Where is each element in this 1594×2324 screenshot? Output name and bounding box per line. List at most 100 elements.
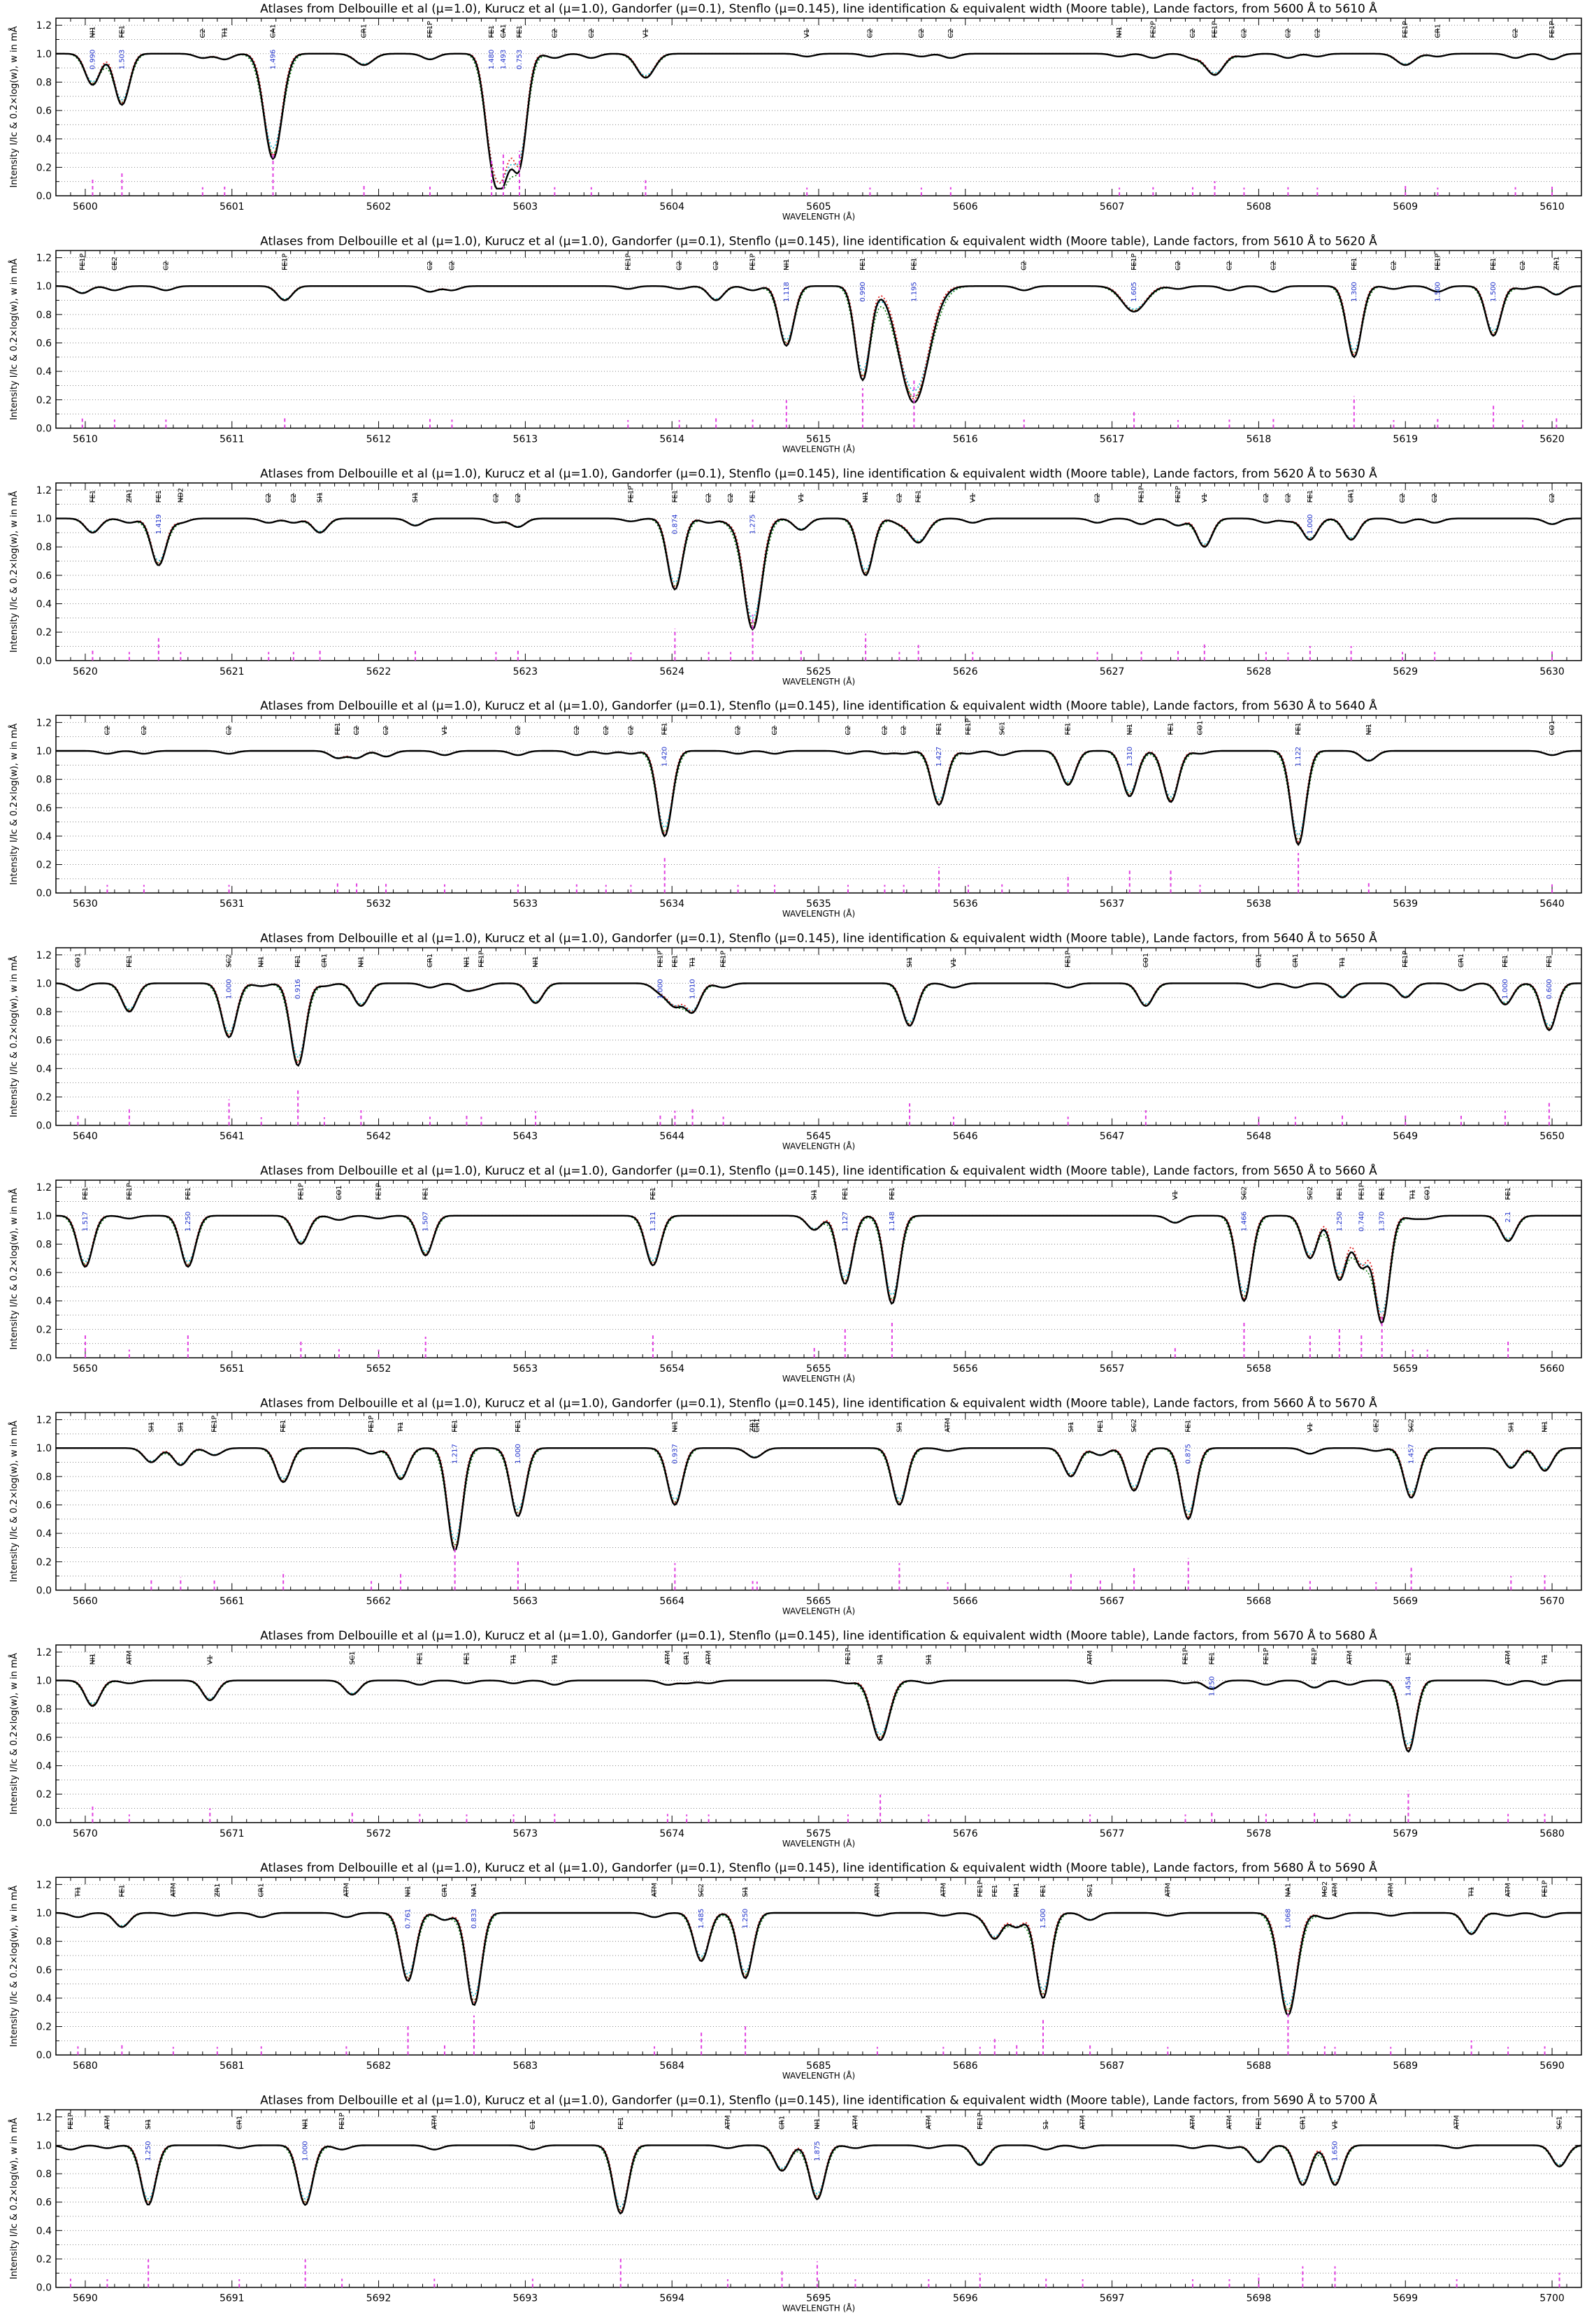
y-axis-label: Intensity I/Ic & 0.2×log(w), w in mÅ — [8, 1188, 20, 1349]
y-tick-label: 0.0 — [36, 1585, 52, 1596]
x-tick-label: 5660 — [1539, 1363, 1565, 1375]
line-id-label: CR1 — [258, 1883, 266, 1897]
equivalent-width-label: 1.427 — [935, 747, 943, 767]
line-id-label: C2 — [712, 261, 720, 270]
x-tick-label: 5628 — [1247, 666, 1272, 677]
x-tick-label: 5602 — [366, 201, 392, 213]
line-id-label: FE1P — [965, 718, 972, 735]
line-id-label: V1 — [206, 1656, 214, 1665]
line-id-label: C2 — [1284, 29, 1292, 38]
x-tick-label: 5629 — [1393, 666, 1418, 677]
x-tick-label: 5626 — [953, 666, 978, 677]
y-tick-label: 0.4 — [36, 599, 52, 610]
y-tick-label: 1.0 — [36, 1443, 52, 1454]
x-tick-label: 5650 — [1539, 1131, 1565, 1142]
equivalent-width-label: 1.217 — [452, 1444, 459, 1464]
x-tick-label: 5672 — [366, 1828, 392, 1839]
x-axis-label: WAVELENGTH (Å) — [782, 1373, 855, 1384]
line-id-label: NI1 — [89, 27, 96, 38]
y-tick-label: 1.0 — [36, 281, 52, 292]
equivalent-width-label: 1.000 — [1307, 515, 1314, 535]
line-id-label: FE1P — [977, 2113, 984, 2130]
line-id-label: C2 — [226, 726, 234, 735]
x-tick-label: 5636 — [953, 898, 978, 910]
x-tick-label: 5605 — [806, 201, 831, 213]
x-tick-label: 5620 — [1539, 433, 1565, 445]
equivalent-width-label: 0.990 — [859, 282, 867, 302]
line-id-label: NI1 — [783, 259, 791, 271]
y-tick-label: 0.4 — [36, 2225, 52, 2237]
x-tick-label: 5652 — [366, 1363, 392, 1375]
x-tick-label: 5638 — [1247, 898, 1272, 910]
line-id-label: V1 — [798, 494, 805, 503]
line-id-label: C2 — [515, 726, 522, 735]
line-id-label: SC1 — [349, 1651, 357, 1665]
line-id-label: C2 — [900, 726, 908, 735]
x-tick-label: 5659 — [1393, 1363, 1418, 1375]
line-id-label: V1 — [950, 959, 958, 968]
delbouille-spectrum-line — [56, 1911, 1581, 2017]
y-tick-label: 0.6 — [36, 2197, 52, 2209]
y-tick-label: 1.2 — [36, 717, 52, 729]
equivalent-width-label: 1.480 — [488, 50, 496, 70]
y-tick-label: 0.4 — [36, 831, 52, 842]
equivalent-width-label: 1.000 — [656, 979, 664, 999]
y-tick-label: 0.0 — [36, 656, 52, 667]
plot-frame — [55, 1179, 1582, 1358]
x-axis-label: WAVELENGTH (Å) — [782, 2303, 855, 2314]
line-id-label: ATM — [940, 1883, 947, 1898]
x-tick-label: 5689 — [1393, 2060, 1418, 2072]
line-id-label: NI1 — [862, 491, 870, 503]
x-tick-label: 5679 — [1393, 1828, 1418, 1839]
line-id-label: TI1 — [689, 957, 697, 968]
x-axis-label: WAVELENGTH (Å) — [782, 2070, 855, 2081]
equivalent-width-label: 0.740 — [1358, 1212, 1365, 1232]
line-id-label: MO2 — [1321, 1881, 1329, 1898]
line-id-label: C2 — [771, 726, 779, 735]
x-tick-label: 5664 — [659, 1595, 684, 1607]
line-id-label: TI1 — [221, 27, 229, 38]
x-tick-label: 5612 — [366, 433, 392, 445]
panel-3: Atlases from Delbouille et al (μ=1.0), K… — [8, 466, 1582, 687]
equivalent-width-label: 0.937 — [671, 1444, 679, 1464]
delbouille-spectrum-line — [55, 2144, 1582, 2215]
x-tick-label: 5630 — [1539, 666, 1565, 677]
equivalent-width-label: 1.195 — [910, 282, 918, 302]
y-tick-label: 0.8 — [36, 310, 52, 321]
x-axis-label: WAVELENGTH (Å) — [782, 908, 855, 919]
line-id-label: NI1 — [1365, 724, 1373, 736]
x-tick-label: 5649 — [1393, 1131, 1418, 1142]
x-tick-label: 5601 — [220, 201, 245, 213]
line-id-label: C2 — [290, 494, 298, 503]
line-id-label: V1 — [642, 29, 649, 38]
x-axis-label: WAVELENGTH (Å) — [782, 1838, 855, 1849]
plot-frame — [55, 947, 1582, 1126]
y-tick-label: 0.2 — [36, 1789, 52, 1800]
x-tick-label: 5604 — [659, 201, 684, 213]
x-tick-label: 5651 — [220, 1363, 245, 1375]
y-axis-label: Intensity I/Ic & 0.2×log(w), w in mÅ — [8, 26, 20, 187]
equivalent-width-label: 1.496 — [270, 50, 278, 70]
line-id-label: SI1 — [925, 1654, 933, 1665]
stenflo-spectrum-line — [56, 53, 1581, 184]
line-id-label: SI1 — [877, 1654, 884, 1665]
y-axis-label: Intensity I/Ic & 0.2×log(w), w in mÅ — [8, 1886, 20, 2047]
x-tick-label: 5692 — [366, 2293, 392, 2304]
x-tick-label: 5693 — [513, 2293, 538, 2304]
equivalent-width-label: 1.419 — [155, 515, 163, 535]
x-tick-label: 5665 — [806, 1595, 831, 1607]
equivalent-width-label: 1.127 — [842, 1212, 849, 1232]
line-id-label: C2 — [1021, 261, 1028, 270]
line-id-label: FE1P — [1549, 21, 1556, 38]
line-id-label: FE1 — [859, 257, 867, 270]
x-tick-label: 5650 — [73, 1363, 98, 1375]
line-id-label: C2 — [573, 726, 581, 735]
line-id-label: CR1 — [683, 1651, 691, 1665]
line-id-label: ATM — [343, 1883, 350, 1898]
plot-frame — [55, 250, 1582, 429]
x-tick-label: 5690 — [1539, 2060, 1565, 2072]
y-tick-label: 0.4 — [36, 1761, 52, 1772]
gandorfer-spectrum-line — [55, 982, 1581, 1063]
equivalent-width-label: 1.650 — [1332, 2141, 1340, 2161]
